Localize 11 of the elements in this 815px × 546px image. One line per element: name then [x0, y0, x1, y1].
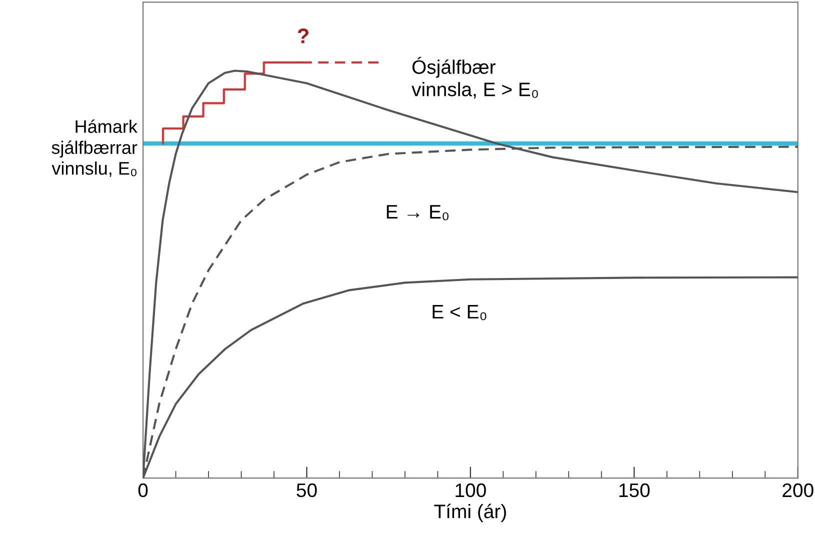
annotation: E → E₀: [386, 205, 449, 220]
x-tick-label: 200: [782, 483, 814, 498]
x-tick-label: 0: [138, 483, 148, 498]
x-tick-label: 150: [619, 483, 650, 498]
annotation: Ósjálfbær vinnsla, E > E₀: [412, 56, 538, 99]
text: ?: [298, 28, 308, 44]
x-tick-label: 100: [456, 483, 486, 498]
ref-line-label: Hámark sjálfbærrar vinnslu, E₀: [52, 120, 138, 177]
annotation: E < E₀: [432, 305, 486, 320]
x-axis-title: Tími (ár): [434, 504, 506, 522]
x-tick-label: 50: [296, 483, 317, 498]
